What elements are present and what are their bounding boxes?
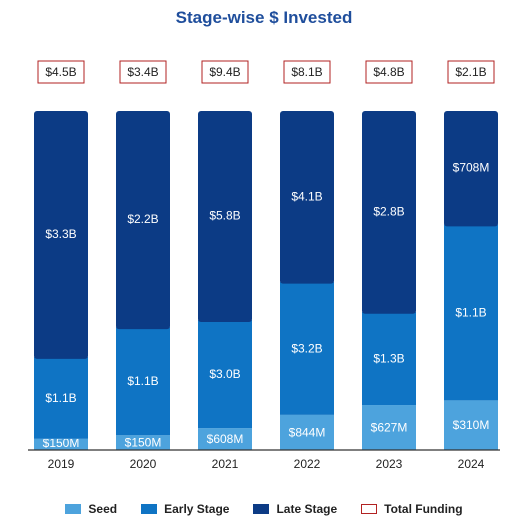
total-label-2023: $4.8B	[373, 65, 404, 79]
bar-early-stage-2021	[198, 319, 252, 429]
total-box-2021	[201, 60, 249, 84]
bar-late-stage-2022	[280, 111, 334, 284]
bar-early-stage-2020	[116, 327, 170, 436]
x-tick-label-2022: 2022	[294, 457, 321, 471]
x-tick-label-2023: 2023	[376, 457, 403, 471]
legend-label-late-stage: Late Stage	[276, 502, 338, 516]
legend-swatch-seed	[65, 504, 82, 514]
total-box-2022	[283, 60, 331, 84]
bar-seed-2021	[198, 428, 252, 450]
data-label-seed-2020: $150M	[125, 436, 162, 450]
bar-early-stage-2024	[444, 224, 498, 401]
legend-label-total-funding: Total Funding	[384, 502, 463, 516]
data-label-early-stage-2020: $1.1B	[127, 374, 158, 388]
legend-item-early-stage: Early Stage	[141, 502, 229, 516]
data-label-early-stage-2019: $1.1B	[45, 391, 76, 405]
total-label-2019: $4.5B	[45, 65, 76, 79]
bar-seed-2024	[444, 400, 498, 450]
x-tick-label-2020: 2020	[130, 457, 157, 471]
chart-title: Stage-wise $ Invested	[175, 8, 353, 27]
total-label-2020: $3.4B	[127, 65, 158, 79]
bar-seed-2023	[362, 405, 416, 450]
legend-item-total-funding: Total Funding	[361, 502, 463, 516]
data-label-late-stage-2020: $2.2B	[127, 212, 158, 226]
bar-late-stage-2021	[198, 111, 252, 322]
data-label-early-stage-2024: $1.1B	[455, 305, 486, 319]
bar-seed-2019	[34, 438, 88, 450]
data-label-early-stage-2022: $3.2B	[291, 341, 322, 355]
total-box-2020	[119, 60, 167, 84]
bar-late-stage-2023	[362, 111, 416, 314]
data-label-seed-2023: $627M	[371, 421, 408, 435]
data-label-late-stage-2019: $3.3B	[45, 227, 76, 241]
data-label-early-stage-2021: $3.0B	[209, 367, 240, 381]
legend-label-early-stage: Early Stage	[164, 502, 230, 516]
total-box-2019	[37, 60, 85, 84]
data-label-late-stage-2021: $5.8B	[209, 208, 240, 222]
total-box-2024	[447, 60, 495, 84]
data-label-early-stage-2023: $1.3B	[373, 351, 404, 365]
total-label-2022: $8.1B	[291, 65, 322, 79]
data-label-seed-2022: $844M	[289, 425, 326, 439]
bar-seed-2020	[116, 435, 170, 450]
data-label-late-stage-2023: $2.8B	[373, 204, 404, 218]
data-label-late-stage-2022: $4.1B	[291, 189, 322, 203]
x-tick-label-2019: 2019	[48, 457, 75, 471]
legend: Seed Early Stage Late Stage Total Fundin…	[0, 500, 528, 518]
total-box-2023	[365, 60, 413, 84]
bar-early-stage-2023	[362, 311, 416, 406]
legend-item-seed: Seed	[65, 502, 117, 516]
bar-early-stage-2019	[34, 356, 88, 439]
total-label-2024: $2.1B	[455, 65, 486, 79]
bar-late-stage-2019	[34, 111, 88, 359]
x-tick-label-2021: 2021	[212, 457, 239, 471]
bar-late-stage-2024	[444, 111, 498, 227]
legend-swatch-early-stage	[141, 504, 158, 514]
data-label-late-stage-2024: $708M	[453, 161, 490, 175]
bar-late-stage-2020	[116, 111, 170, 330]
legend-swatch-late-stage	[253, 504, 270, 514]
legend-label-seed: Seed	[88, 502, 118, 516]
data-label-seed-2024: $310M	[453, 418, 490, 432]
data-label-seed-2019: $150M	[43, 436, 80, 450]
legend-swatch-total-funding	[361, 504, 378, 514]
data-label-seed-2021: $608M	[207, 432, 244, 446]
bar-seed-2022	[280, 414, 334, 450]
bar-early-stage-2022	[280, 281, 334, 415]
legend-item-late-stage: Late Stage	[253, 502, 337, 516]
x-tick-label-2024: 2024	[458, 457, 485, 471]
total-label-2021: $9.4B	[209, 65, 240, 79]
